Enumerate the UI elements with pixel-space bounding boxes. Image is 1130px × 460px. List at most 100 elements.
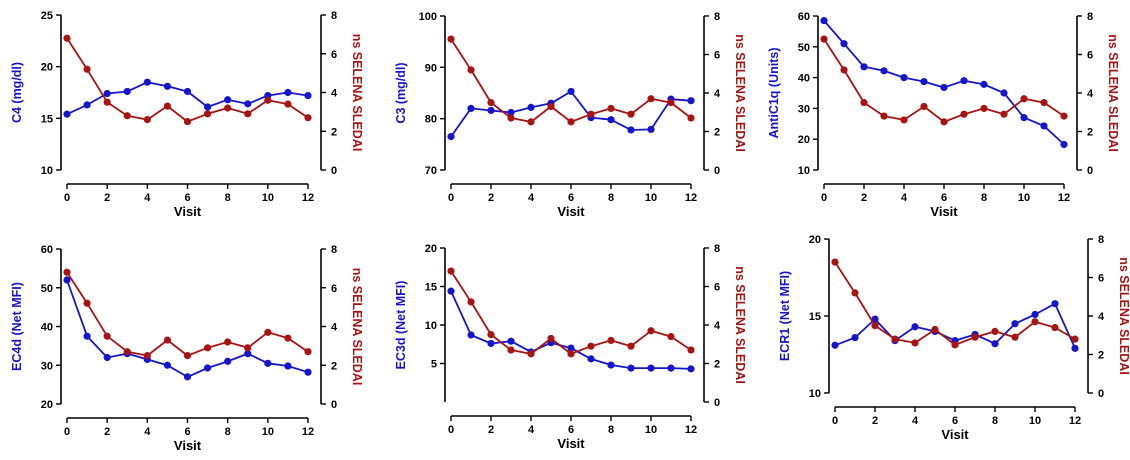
x-axis-title: Visit xyxy=(930,204,958,219)
right-series-point xyxy=(183,351,192,360)
left-series-point xyxy=(587,355,595,363)
right-series-point xyxy=(587,342,595,350)
left-series-point xyxy=(487,339,495,348)
right-y-tick-label: 8 xyxy=(1098,234,1104,246)
left-series-point xyxy=(163,361,172,369)
left-series-point xyxy=(607,116,615,124)
right-series-point xyxy=(183,117,192,126)
left-series-point xyxy=(860,63,868,71)
right-series-point xyxy=(960,110,968,118)
left-series-point xyxy=(224,357,232,365)
right-series-line xyxy=(834,261,1076,346)
left-series-point xyxy=(607,361,615,369)
left-series-point xyxy=(1011,320,1019,328)
x-tick-label: 0 xyxy=(448,424,454,436)
left-series-point xyxy=(304,92,312,100)
left-series-point xyxy=(627,364,635,372)
right-series-point xyxy=(203,344,212,352)
left-series-point xyxy=(467,104,475,112)
x-tick-label: 2 xyxy=(488,192,494,204)
right-series-point xyxy=(547,102,555,111)
left-series-point xyxy=(183,373,192,381)
x-axis-title: Visit xyxy=(941,427,969,442)
right-series-point xyxy=(1031,318,1039,326)
right-series-point xyxy=(103,98,111,106)
right-series-point xyxy=(880,112,888,120)
x-tick-label: 10 xyxy=(645,192,657,204)
left-y-tick-label: 30 xyxy=(41,360,53,372)
x-axis-title: Visit xyxy=(557,436,585,451)
left-series-point xyxy=(1031,310,1039,319)
right-y-tick-label: 4 xyxy=(331,88,338,100)
left-series-point xyxy=(203,364,212,372)
x-tick-label: 0 xyxy=(64,426,70,438)
left-series-point xyxy=(467,331,475,339)
right-series-point xyxy=(871,322,879,330)
x-tick-label: 0 xyxy=(821,192,827,204)
left-y-axis-title: AntiC1q (Units) xyxy=(767,48,781,139)
left-series-point xyxy=(1040,122,1048,130)
right-series-point xyxy=(284,334,292,342)
right-y-tick-label: 6 xyxy=(714,282,720,294)
x-tick-label: 12 xyxy=(302,192,314,204)
right-series-point xyxy=(971,333,979,341)
right-series-point xyxy=(891,335,899,343)
left-series-point xyxy=(567,87,575,96)
right-series-point xyxy=(447,267,455,275)
left-series-point xyxy=(224,96,232,104)
right-series-point xyxy=(447,35,455,43)
right-series-point xyxy=(527,350,535,358)
left-series-point xyxy=(103,353,111,362)
left-series-point xyxy=(911,323,919,331)
right-series-point xyxy=(667,99,675,107)
right-series-point xyxy=(940,118,948,126)
right-y-tick-label: 0 xyxy=(1098,388,1104,400)
x-tick-label: 0 xyxy=(448,192,454,204)
left-y-axis-title: C4 (mg/dl) xyxy=(10,62,24,123)
left-y-tick-label: 10 xyxy=(41,165,53,177)
left-y-tick-label: 40 xyxy=(41,322,53,334)
right-series-point xyxy=(1000,110,1008,118)
left-series-line xyxy=(450,90,692,138)
x-tick-label: 12 xyxy=(685,192,697,204)
chart-panel-5: 5 10 15 20 0 2 4 6 8 0 2 4 6 8 10 12 Visit EC3d (Net MFI)… xyxy=(394,243,747,451)
left-series-point xyxy=(920,78,928,86)
right-y-axis-title: ns SELENA SLEDAI xyxy=(350,268,364,386)
left-series-point xyxy=(687,365,695,373)
x-tick-label: 6 xyxy=(952,415,958,427)
left-y-tick-label: 25 xyxy=(41,10,53,22)
right-series-point xyxy=(627,110,635,118)
left-y-tick-label: 15 xyxy=(425,282,437,294)
left-y-tick-label: 10 xyxy=(425,320,437,332)
left-series-point xyxy=(980,80,988,88)
left-y-tick-label: 20 xyxy=(41,399,53,411)
x-axis-title: Visit xyxy=(557,204,585,219)
right-series-point xyxy=(143,351,151,360)
right-series-point xyxy=(860,99,868,107)
right-y-tick-label: 6 xyxy=(1098,273,1104,285)
right-y-tick-label: 0 xyxy=(331,399,337,411)
x-tick-label: 10 xyxy=(262,192,274,204)
right-series-point xyxy=(911,339,919,347)
right-series-point xyxy=(163,336,172,344)
right-series-point xyxy=(83,65,91,73)
left-series-point xyxy=(244,100,252,108)
right-series-point xyxy=(647,327,655,335)
left-y-tick-label: 50 xyxy=(41,283,53,295)
right-y-tick-label: 2 xyxy=(1098,350,1104,362)
chart-panel-1: 10 15 20 25 0 2 4 6 8 0 2 4 6 8 10 12 Visit C4 (mg/dl) ns … xyxy=(10,10,364,219)
left-series-line xyxy=(66,81,309,116)
right-series-point xyxy=(1051,323,1059,332)
right-series-point xyxy=(527,118,535,126)
left-y-tick-label: 15 xyxy=(809,311,821,323)
right-y-tick-label: 8 xyxy=(331,10,337,22)
left-series-point xyxy=(264,359,272,367)
right-y-tick-label: 2 xyxy=(1087,127,1093,139)
x-tick-label: 2 xyxy=(861,192,867,204)
right-series-point xyxy=(607,336,615,344)
x-tick-label: 12 xyxy=(685,424,697,436)
left-series-line xyxy=(823,20,1065,146)
left-series-point xyxy=(940,83,948,92)
